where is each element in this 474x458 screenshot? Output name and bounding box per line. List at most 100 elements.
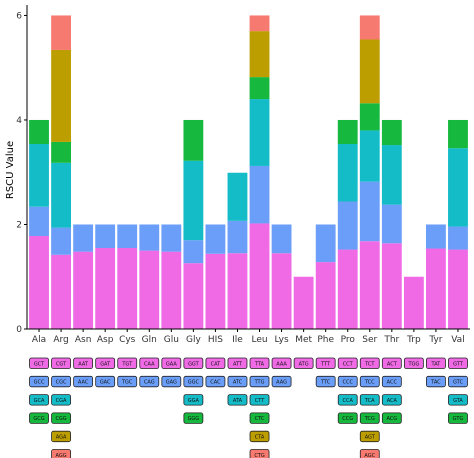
codon-label: GAC <box>100 380 111 386</box>
codon-box <box>183 394 204 406</box>
codon-legend-layer: GCT GCC GCA GCG CGT CGC CGA CGG AGA AGG AAT AAC GAT G… <box>29 357 468 458</box>
codon-box <box>117 375 138 388</box>
codon-label: CCT <box>343 361 354 367</box>
y-axis-title: RSCU Value <box>5 141 16 199</box>
codon-box <box>381 412 402 424</box>
x-tick-label: Ser <box>362 335 377 345</box>
codon-box <box>95 375 116 388</box>
bar-segment-gly-ggt <box>183 263 204 329</box>
codon-box <box>51 394 71 406</box>
bar-segment-asp-gac <box>95 224 116 248</box>
x-ticks-layer: Ala Arg Asn Asp Cys Gln Glu Gly HIS Ile Leu Lys Met P… <box>32 329 465 345</box>
codon-box <box>381 357 402 369</box>
x-tick-label: Pro <box>341 335 356 345</box>
y-tick-label: 0 <box>16 325 22 335</box>
codon-label: CGA <box>56 398 67 404</box>
codon-label: GAG <box>166 380 177 386</box>
codon-label: ATT <box>233 361 243 367</box>
bar-segment-arg-cgc <box>51 227 71 255</box>
bar-segment-thr-acg <box>381 119 402 146</box>
codon-label: GTC <box>453 380 463 386</box>
codon-label: TTA <box>254 361 265 367</box>
codon-label: AAC <box>78 380 89 386</box>
codon-label: ATA <box>233 398 243 404</box>
bar-segment-trp-tgg <box>403 276 424 329</box>
codon-box <box>271 357 292 369</box>
codon-label: GGC <box>188 380 200 386</box>
codon-label: AAT <box>78 361 89 367</box>
codon-box <box>271 375 292 388</box>
codon-box <box>359 394 380 406</box>
codon-label: GGA <box>188 398 200 404</box>
codon-label: TCT <box>364 361 375 367</box>
bar-segment-ile-att <box>227 253 248 329</box>
codon-label: CGG <box>55 416 66 422</box>
bar-segment-ala-gcg <box>29 119 49 145</box>
bar-segment-ala-gca <box>29 144 49 207</box>
codon-label: TAC <box>430 380 441 386</box>
x-tick-label: Arg <box>53 335 68 345</box>
codon-label: GCC <box>34 380 45 386</box>
codon-label: CCG <box>342 416 353 422</box>
codon-label: ACC <box>387 380 398 386</box>
x-tick-label: Trp <box>406 335 421 345</box>
codon-label: GTG <box>453 416 464 422</box>
bar-segment-arg-cgg <box>51 141 71 163</box>
bar-segment-ser-tca <box>359 130 380 182</box>
codon-box <box>448 412 468 424</box>
codon-box <box>161 357 182 369</box>
bar-segment-thr-acc <box>381 204 402 244</box>
y-tick-label: 2 <box>16 220 22 230</box>
bar-segment-ser-tcg <box>359 103 380 131</box>
x-tick-label: Gly <box>186 335 201 345</box>
x-tick-label: Met <box>295 335 312 345</box>
x-tick-label: Val <box>451 335 464 345</box>
y-ticks-layer: 0 2 4 6 <box>16 11 27 335</box>
bar-segment-ile-ata <box>227 172 248 221</box>
x-tick-label: Glu <box>164 335 179 345</box>
bar-segment-ser-agt <box>359 39 380 104</box>
codon-box <box>249 357 270 369</box>
codon-label: GGG <box>188 416 200 422</box>
bar-segment-leu-ctg <box>249 15 270 32</box>
codon-label: GCG <box>33 416 44 422</box>
bar-segment-lys-aaa <box>271 253 292 329</box>
codon-label: GAA <box>166 361 177 367</box>
codon-box <box>426 375 446 388</box>
codon-box <box>51 375 71 388</box>
codon-box <box>95 357 116 369</box>
codon-label: CCA <box>343 398 354 404</box>
codon-box <box>249 394 270 406</box>
codon-box <box>29 394 49 406</box>
codon-box <box>205 375 226 388</box>
bar-segment-pro-ccg <box>337 119 358 145</box>
codon-box <box>359 357 380 369</box>
bar-segment-pro-cct <box>337 249 358 329</box>
codon-label: CTA <box>255 435 265 441</box>
codon-label: CTC <box>255 416 265 422</box>
codon-label: TAT <box>431 361 442 367</box>
codon-box <box>315 357 336 369</box>
codon-box <box>183 375 204 388</box>
bars-layer <box>29 15 468 329</box>
codon-box <box>249 449 270 458</box>
x-tick-label: Phe <box>317 335 334 345</box>
codon-box <box>29 357 49 369</box>
codon-box <box>139 375 160 388</box>
bar-segment-asn-aat <box>73 251 94 329</box>
codon-label: AGA <box>56 435 67 441</box>
codon-box <box>315 375 336 388</box>
codon-label: GAT <box>100 361 111 367</box>
bar-segment-asn-aac <box>73 224 94 252</box>
codon-box <box>448 357 468 369</box>
codon-box <box>359 412 380 424</box>
codon-box <box>117 357 138 369</box>
codon-box <box>29 412 49 424</box>
codon-label: CAC <box>210 380 221 386</box>
codon-box <box>249 430 270 443</box>
codon-box <box>227 357 248 369</box>
codon-label: ATG <box>299 361 309 367</box>
bar-segment-val-gtc <box>448 226 468 250</box>
bar-segment-val-gtt <box>448 249 468 329</box>
